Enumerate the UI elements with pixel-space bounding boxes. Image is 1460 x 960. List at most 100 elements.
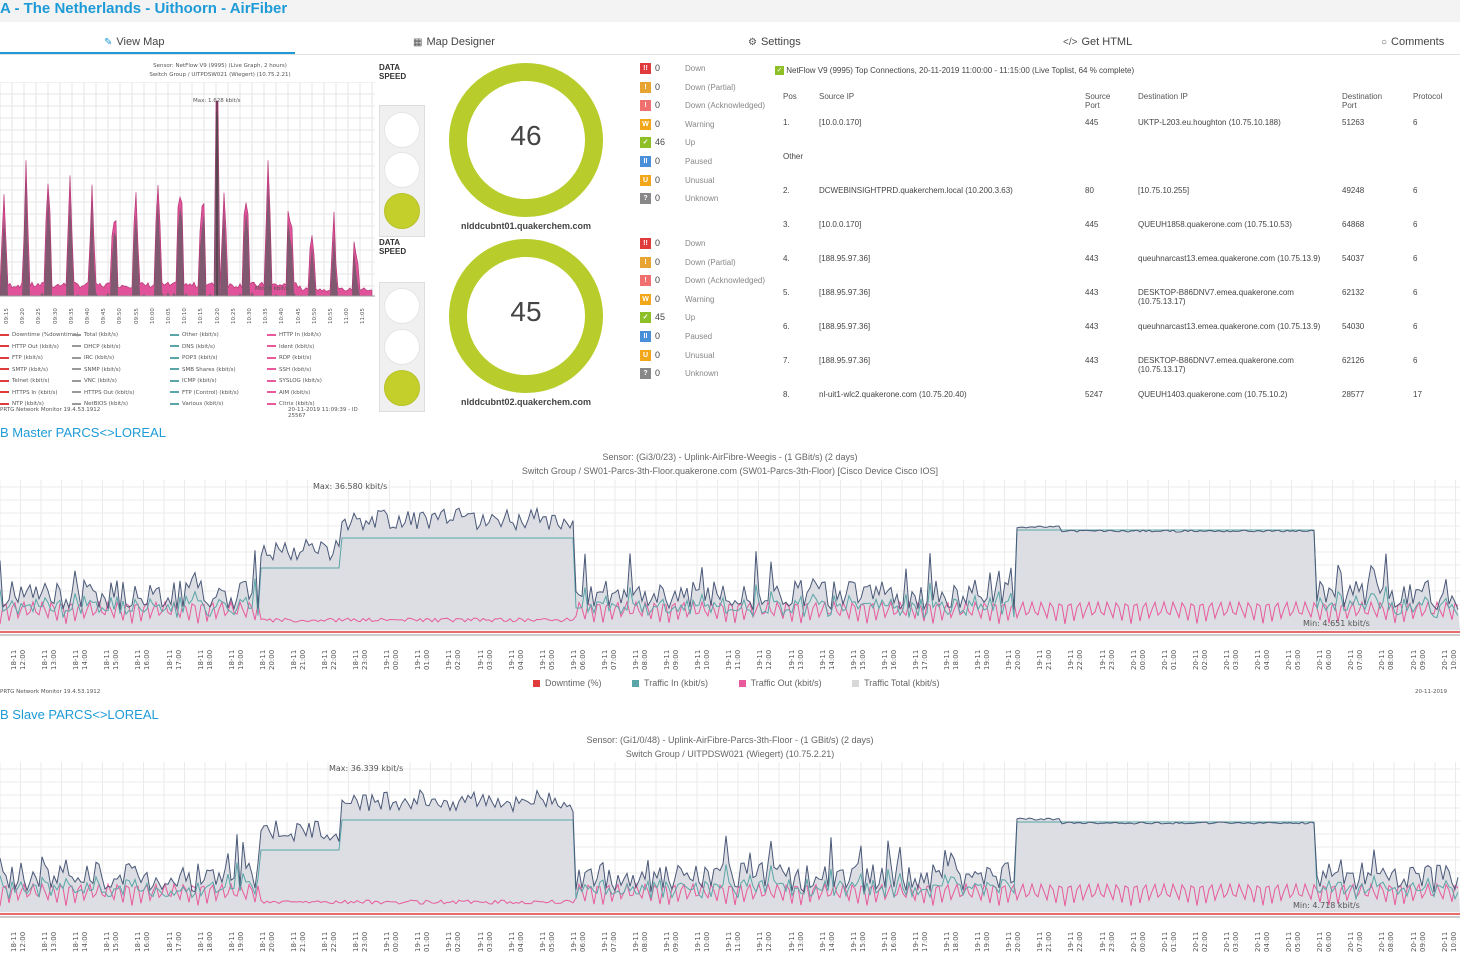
time-axis-tick: 20-11 03:00 — [1223, 922, 1251, 956]
status-count: 0 — [655, 100, 661, 111]
toplist-row[interactable]: 8. nl-uit1-wlc2.quakerone.com (10.75.20.4… — [783, 382, 1453, 402]
legend-entry[interactable]: HTTP In (kbit/s) — [267, 332, 321, 338]
status-row-unknown[interactable]: ? 0 Unknown — [640, 367, 780, 381]
tab-get-html[interactable]: </> Get HTML — [1063, 36, 1132, 48]
checkbox-icon[interactable]: ✓ — [775, 66, 784, 76]
legend-entry[interactable]: RDP (kbit/s) — [267, 355, 312, 361]
legend-entry[interactable]: Downtime (%downtime) — [0, 332, 79, 338]
status-badge-icon: U — [640, 349, 651, 361]
legend-entry[interactable]: Various (kbit/s) — [170, 401, 223, 407]
legend-entry[interactable]: Telnet (kbit/s) — [0, 378, 49, 384]
status-row-down[interactable]: !! 0 Down — [640, 62, 780, 76]
time-axis-label: 19:00 — [983, 931, 992, 952]
legend-entry[interactable]: DHCP (kbit/s) — [72, 344, 121, 350]
time-axis-label: 18-11 — [103, 649, 112, 670]
device-status-donut-1[interactable]: 46 nlddcubnt01.quakerchem.com — [426, 60, 626, 235]
status-row-down-acknowledged[interactable]: ! 0 Down (Acknowledged) — [640, 274, 780, 288]
status-row-up[interactable]: ✓ 46 Up — [640, 136, 780, 150]
status-badge-icon: ! — [640, 275, 651, 287]
status-row-down[interactable]: !! 0 Down — [640, 237, 780, 251]
time-axis-tick: 19-11 01:00 — [414, 640, 442, 674]
time-axis-tick: 20-11 06:00 — [1316, 640, 1344, 674]
status-row-paused[interactable]: II 0 Paused — [640, 330, 780, 344]
time-axis-label: 19-11 — [1036, 931, 1045, 952]
status-row-paused[interactable]: II 0 Paused — [640, 155, 780, 169]
time-axis-label: 19-11 — [445, 649, 454, 670]
status-row-unknown[interactable]: ? 0 Unknown — [640, 192, 780, 206]
legend-entry[interactable]: Ident (kbit/s) — [267, 344, 314, 350]
legend-entry[interactable]: NTP (kbit/s) — [0, 401, 44, 407]
legend-entry[interactable]: NetBIOS (kbit/s) — [72, 401, 128, 407]
toplist-row[interactable]: 5. [188.95.97.36] 443 DESKTOP-B86DNV7.emea.… — [783, 280, 1453, 314]
time-axis-tick: 19-11 06:00 — [570, 640, 598, 674]
toplist-cell-src: [188.95.97.36] — [819, 288, 871, 297]
toplist-row[interactable]: 4. [188.95.97.36] 443 queuhnarcast13.emea.q… — [783, 246, 1453, 280]
status-row-unusual[interactable]: U 0 Unusual — [640, 349, 780, 363]
toplist-row[interactable]: 2. DCWEBINSIGHTPRD.quakerchem.local (10.2… — [783, 178, 1453, 212]
legend-item-downtime[interactable]: Downtime (%) — [533, 678, 602, 688]
tab-settings[interactable]: ⚙ Settings — [748, 36, 801, 48]
status-row-down-partial[interactable]: ! 0 Down (Partial) — [640, 256, 780, 270]
status-count: 0 — [655, 349, 661, 360]
tab-map-designer[interactable]: ▦ Map Designer — [413, 36, 495, 48]
legend-item-traffic-total[interactable]: Traffic Total (kbit/s) — [852, 678, 939, 688]
time-axis-tick: 18-11 14:00 — [72, 640, 100, 674]
legend-entry[interactable]: SSH (kbit/s) — [267, 367, 311, 373]
toplist-row[interactable]: 3. [10.0.0.170] 445 QUEUH1858.quakerone.com… — [783, 212, 1453, 246]
legend-entry[interactable]: FTP (Control) (kbit/s) — [170, 390, 239, 396]
toplist-cell-proto: 6 — [1413, 186, 1418, 195]
status-label: Paused — [685, 332, 713, 341]
time-axis-tick: 20-11 09:00 — [1410, 922, 1438, 956]
time-axis-tick: 19-11 21:00 — [1036, 640, 1064, 674]
legend-entry[interactable]: Total (kbit/s) — [72, 332, 118, 338]
legend-entry[interactable]: IRC (kbit/s) — [72, 355, 114, 361]
legend-item-traffic-out[interactable]: Traffic Out (kbit/s) — [738, 678, 822, 688]
status-row-warning[interactable]: W 0 Warning — [640, 293, 780, 307]
legend-entry[interactable]: DNS (kbit/s) — [170, 344, 215, 350]
time-axis-label: 20-11 — [1129, 931, 1138, 952]
toplist-row[interactable]: 1. [10.0.0.170] 445 UKTP-L203.eu.houghton (… — [783, 110, 1453, 144]
col-destination-ip: Destination IP — [1138, 92, 1188, 101]
legend-item-traffic-in[interactable]: Traffic In (kbit/s) — [632, 678, 708, 688]
device-status-donut-2[interactable]: 45 nlddcubnt02.quakerchem.com — [426, 236, 626, 411]
time-axis-tick: 18-11 18:00 — [197, 922, 225, 956]
time-axis-label: 20-11 — [1316, 649, 1325, 670]
legend-entry[interactable]: SMTP (kbit/s) — [0, 367, 48, 373]
time-axis-label: 13:00 — [50, 649, 59, 670]
legend-entry[interactable]: HTTPS In (kbit/s) — [0, 390, 58, 396]
legend-entry[interactable]: SNMP (kbit/s) — [72, 367, 121, 373]
legend-entry[interactable]: ICMP (kbit/s) — [170, 378, 217, 384]
time-axis-tick: 19-11 21:00 — [1036, 922, 1064, 956]
tab-comments[interactable]: ○ Comments — [1381, 36, 1444, 48]
status-row-warning[interactable]: W 0 Warning — [640, 118, 780, 132]
time-axis-label: 19-11 — [476, 931, 485, 952]
status-row-down-acknowledged[interactable]: ! 0 Down (Acknowledged) — [640, 99, 780, 113]
legend-swatch — [0, 368, 9, 370]
chart-1-footer-left: PRTG Network Monitor 19.4.53.1912 — [0, 689, 101, 695]
time-axis-label: 21:00 — [298, 931, 307, 952]
legend-entry[interactable]: SMB Shares (kbit/s) — [170, 367, 236, 373]
legend-entry[interactable]: Citrix (kbit/s) — [267, 401, 315, 407]
time-axis-tick: 19-11 23:00 — [1099, 640, 1127, 674]
legend-entry[interactable]: Other (kbit/s) — [170, 332, 219, 338]
time-axis-label: 06:00 — [1325, 649, 1334, 670]
tab-view-map[interactable]: ✎ View Map — [104, 36, 165, 48]
toplist-row[interactable]: 6. [188.95.97.36] 443 queuhnarcast13.emea.q… — [783, 314, 1453, 348]
legend-entry[interactable]: HTTPS Out (kbit/s) — [72, 390, 134, 396]
legend-entry[interactable]: FTP (kbit/s) — [0, 355, 43, 361]
legend-swatch — [170, 368, 179, 370]
col-source-ip: Source IP — [819, 92, 855, 101]
status-row-up[interactable]: ✓ 45 Up — [640, 311, 780, 325]
time-axis-label: 20-11 — [1191, 649, 1200, 670]
legend-entry[interactable]: POP3 (kbit/s) — [170, 355, 218, 361]
toplist-row[interactable]: 7. [188.95.97.36] 443 DESKTOP-B86DNV7.emea.… — [783, 348, 1453, 382]
legend-entry[interactable]: HTTP Out (kbit/s) — [0, 344, 59, 350]
legend-entry[interactable]: SYSLOG (kbit/s) — [267, 378, 322, 384]
toplist-row[interactable]: Other — [783, 144, 1453, 178]
status-row-down-partial[interactable]: ! 0 Down (Partial) — [640, 81, 780, 95]
legend-entry[interactable]: AIM (kbit/s) — [267, 390, 310, 396]
time-axis-label: 04:00 — [516, 931, 525, 952]
legend-entry[interactable]: VNC (kbit/s) — [72, 378, 117, 384]
status-row-unusual[interactable]: U 0 Unusual — [640, 174, 780, 188]
time-axis-tick: 18-11 18:00 — [197, 640, 225, 674]
